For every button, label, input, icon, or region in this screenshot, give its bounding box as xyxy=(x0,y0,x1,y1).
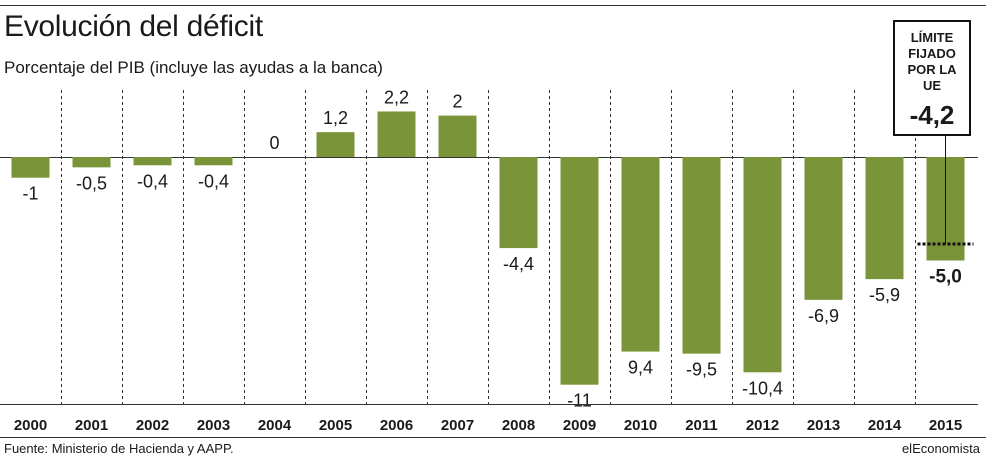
value-label-2008: -4,4 xyxy=(503,254,534,274)
category-label-2002: 2002 xyxy=(136,417,169,434)
value-label-2006: 2,2 xyxy=(384,87,409,107)
category-label-2003: 2003 xyxy=(197,417,230,434)
value-label-2000: -1 xyxy=(22,184,38,204)
eu-limit-label: LÍMITE FIJADO POR LA UE xyxy=(907,30,957,93)
value-label-2014: -5,9 xyxy=(869,285,900,305)
value-label-2011: -9,5 xyxy=(686,360,717,380)
bar-2005 xyxy=(316,132,355,157)
value-label-2009: -11 xyxy=(567,391,592,411)
category-label-2006: 2006 xyxy=(380,417,413,434)
value-label-2004: 0 xyxy=(269,133,279,153)
category-label-2010: 2010 xyxy=(624,417,657,434)
value-label-2003: -0,4 xyxy=(198,171,229,191)
category-label-2005: 2005 xyxy=(319,417,352,434)
bar-2000 xyxy=(11,157,50,178)
publisher-brand: elEconomista xyxy=(901,441,980,456)
bar-2006 xyxy=(377,111,416,157)
category-label-2012: 2012 xyxy=(746,417,779,434)
value-label-2007: 2 xyxy=(452,92,462,112)
category-label-2011: 2011 xyxy=(685,417,718,434)
bar-2009 xyxy=(560,157,599,385)
value-label-2010: 9,4 xyxy=(628,358,653,378)
top-rule xyxy=(0,5,986,6)
category-label-2014: 2014 xyxy=(868,417,902,434)
bar-2003 xyxy=(194,157,233,166)
value-label-2001: -0,5 xyxy=(76,173,107,193)
category-label-2004: 2004 xyxy=(258,417,292,434)
bar-2011 xyxy=(682,157,721,354)
bar-2014 xyxy=(865,157,904,280)
category-label-2007: 2007 xyxy=(441,417,474,434)
bar-2001 xyxy=(72,157,111,168)
value-label-2002: -0,4 xyxy=(137,171,168,191)
chart-title: Evolución del déficit xyxy=(4,10,263,43)
category-label-2015: 2015 xyxy=(929,417,962,434)
chart-subtitle: Porcentaje del PIB (incluye las ayudas a… xyxy=(4,58,383,77)
bar-2007 xyxy=(438,115,477,157)
eu-limit-callout: LÍMITE FIJADO POR LA UE -4,2 xyxy=(893,20,971,136)
bar-2002 xyxy=(133,157,172,166)
source-note: Fuente: Ministerio de Hacienda y AAPP. xyxy=(4,441,234,456)
bar-2012 xyxy=(743,157,782,373)
category-label-2001: 2001 xyxy=(75,417,108,434)
value-label-2005: 1,2 xyxy=(323,108,348,128)
bar-2008 xyxy=(499,157,538,249)
value-label-2012: -10,4 xyxy=(742,378,783,398)
category-label-2013: 2013 xyxy=(807,417,840,434)
category-label-2008: 2008 xyxy=(502,417,535,434)
bar-2013 xyxy=(804,157,843,300)
value-label-2013: -6,9 xyxy=(808,306,839,326)
bar-2010 xyxy=(621,157,660,352)
category-label-2000: 2000 xyxy=(14,417,47,434)
category-label-2009: 2009 xyxy=(563,417,596,434)
eu-limit-value: -4,2 xyxy=(909,100,955,130)
value-label-2015: -5,0 xyxy=(929,267,962,288)
